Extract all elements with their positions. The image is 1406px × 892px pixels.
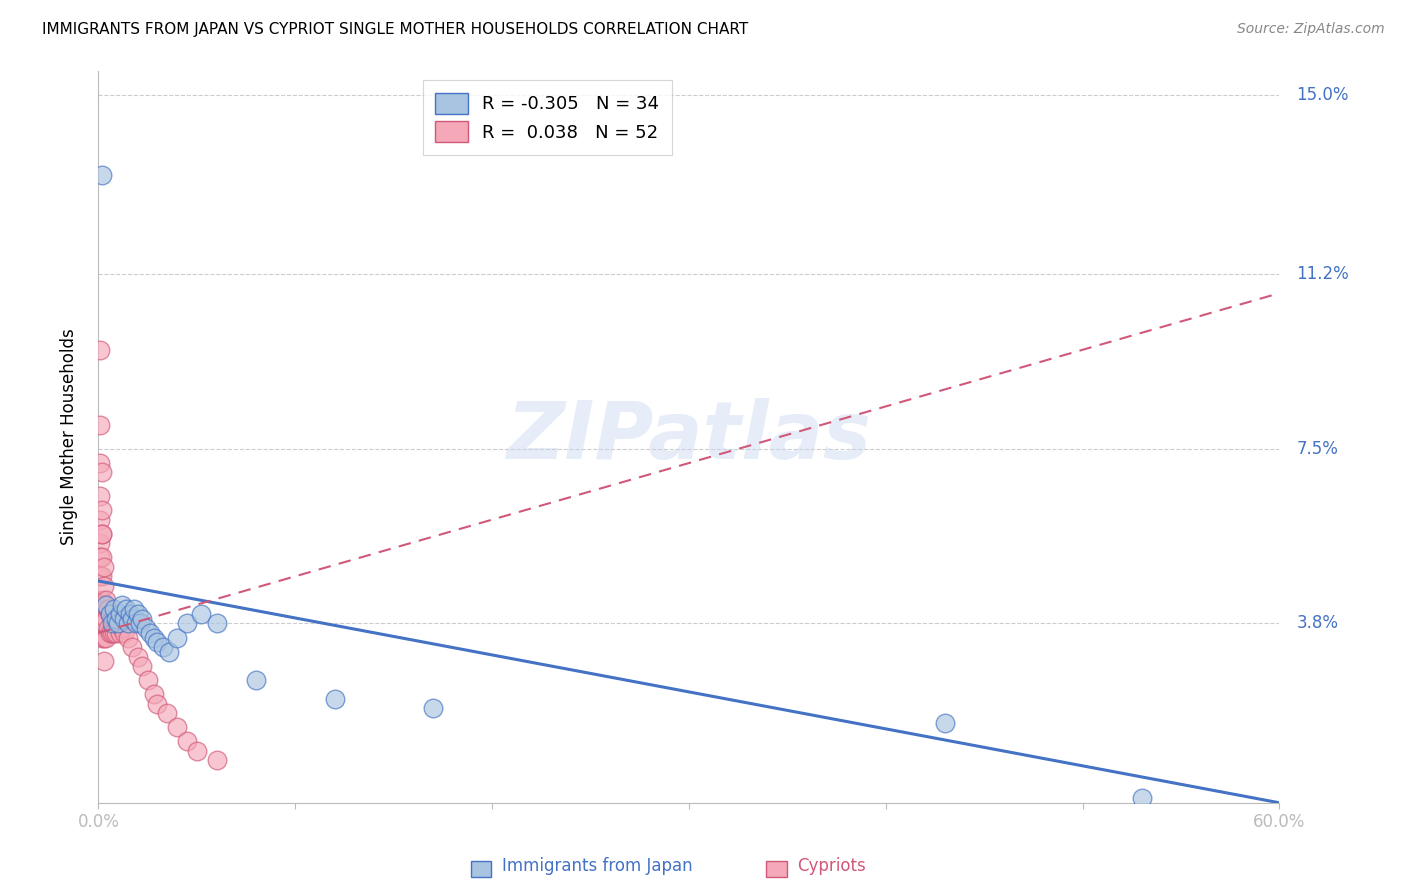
- Point: [91, 631, 114, 645]
- Point: [107, 616, 129, 631]
- Point: [108, 626, 131, 640]
- Point: [93, 579, 115, 593]
- Point: [205, 616, 228, 631]
- Point: [127, 607, 149, 621]
- Point: [91, 466, 114, 480]
- Point: [166, 720, 188, 734]
- Point: [157, 645, 180, 659]
- Legend: R = -0.305   N = 34, R =  0.038   N = 52: R = -0.305 N = 34, R = 0.038 N = 52: [423, 80, 672, 154]
- Text: 7.5%: 7.5%: [1296, 440, 1339, 458]
- Point: [107, 616, 129, 631]
- Point: [136, 673, 159, 687]
- Point: [91, 526, 114, 541]
- Point: [89, 456, 111, 470]
- Point: [93, 598, 115, 612]
- Point: [146, 635, 169, 649]
- Text: Source: ZipAtlas.com: Source: ZipAtlas.com: [1237, 22, 1385, 37]
- Point: [93, 631, 115, 645]
- Point: [93, 559, 115, 574]
- Point: [96, 598, 118, 612]
- Point: [97, 621, 120, 635]
- Point: [190, 607, 212, 621]
- Point: [117, 631, 139, 645]
- Point: [186, 744, 208, 758]
- Point: [98, 607, 121, 621]
- Point: [91, 503, 114, 517]
- Point: [89, 598, 111, 612]
- Point: [135, 621, 157, 635]
- Point: [93, 616, 115, 631]
- Text: IMMIGRANTS FROM JAPAN VS CYPRIOT SINGLE MOTHER HOUSEHOLDS CORRELATION CHART: IMMIGRANTS FROM JAPAN VS CYPRIOT SINGLE …: [42, 22, 748, 37]
- Point: [98, 626, 121, 640]
- Point: [125, 616, 148, 631]
- Point: [156, 706, 179, 720]
- Point: [323, 692, 346, 706]
- Text: 15.0%: 15.0%: [1296, 86, 1348, 104]
- Point: [101, 626, 124, 640]
- Point: [121, 612, 143, 626]
- Point: [127, 649, 149, 664]
- Text: 3.8%: 3.8%: [1296, 615, 1339, 632]
- Text: 11.2%: 11.2%: [1296, 265, 1350, 284]
- Point: [101, 616, 124, 631]
- Point: [166, 631, 188, 645]
- Point: [111, 598, 134, 612]
- Point: [152, 640, 174, 654]
- Point: [111, 621, 134, 635]
- Point: [112, 626, 135, 640]
- Point: [91, 550, 114, 565]
- Point: [96, 631, 118, 645]
- Point: [93, 654, 115, 668]
- Point: [105, 612, 128, 626]
- Point: [89, 569, 111, 583]
- Point: [89, 343, 111, 357]
- Point: [176, 734, 198, 748]
- Point: [117, 616, 139, 631]
- Point: [1130, 791, 1153, 805]
- Point: [98, 607, 121, 621]
- Point: [245, 673, 267, 687]
- Point: [422, 701, 444, 715]
- Point: [91, 602, 114, 616]
- Point: [112, 612, 135, 626]
- Point: [101, 612, 124, 626]
- Point: [103, 612, 125, 626]
- Y-axis label: Single Mother Households: Single Mother Households: [59, 329, 77, 545]
- Point: [108, 607, 131, 621]
- Point: [89, 513, 111, 527]
- Point: [96, 612, 118, 626]
- Point: [105, 626, 128, 640]
- Point: [89, 550, 111, 565]
- Text: Immigrants from Japan: Immigrants from Japan: [502, 857, 693, 875]
- Point: [89, 536, 111, 550]
- Text: ZIPatlas: ZIPatlas: [506, 398, 872, 476]
- Text: Cypriots: Cypriots: [797, 857, 866, 875]
- Point: [91, 168, 114, 182]
- Point: [142, 631, 165, 645]
- Point: [131, 659, 153, 673]
- Point: [128, 616, 150, 631]
- Point: [115, 602, 138, 616]
- Point: [118, 607, 141, 621]
- Point: [91, 569, 114, 583]
- Point: [934, 715, 956, 730]
- Point: [96, 593, 118, 607]
- Point: [91, 526, 114, 541]
- Point: [89, 489, 111, 503]
- Point: [121, 640, 143, 654]
- Point: [103, 602, 125, 616]
- Point: [103, 626, 125, 640]
- Point: [138, 626, 160, 640]
- Point: [97, 602, 120, 616]
- Point: [91, 593, 114, 607]
- Point: [89, 418, 111, 433]
- Point: [205, 753, 228, 767]
- Point: [142, 687, 165, 701]
- Point: [146, 697, 169, 711]
- Point: [131, 612, 153, 626]
- Point: [122, 602, 145, 616]
- Point: [176, 616, 198, 631]
